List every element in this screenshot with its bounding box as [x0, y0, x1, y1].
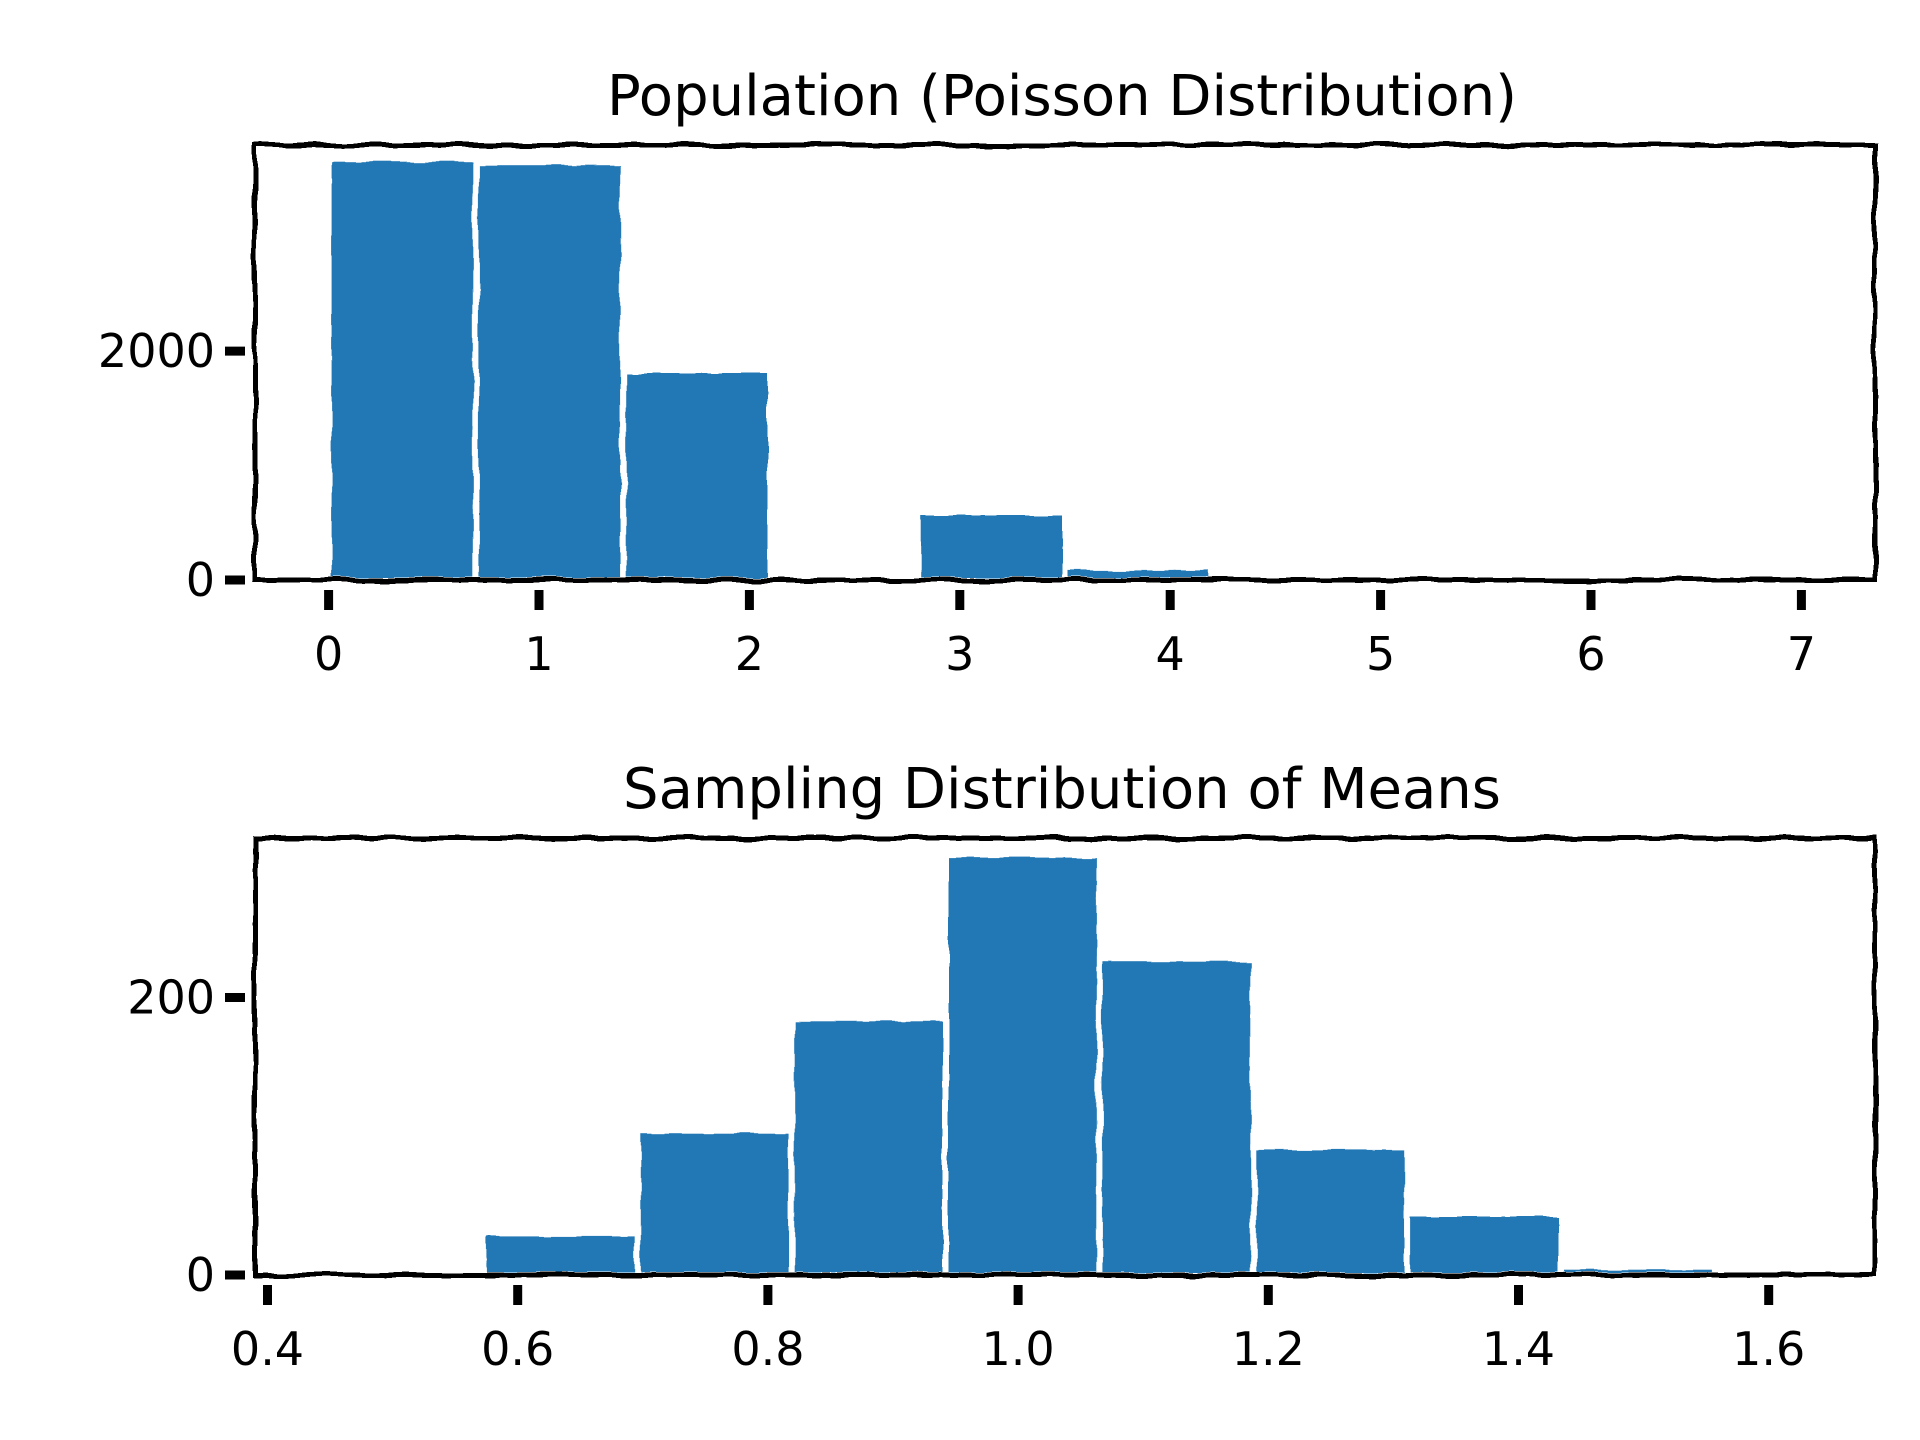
x-axis: 0.4 0.6 0.8 1.0 1.2 1.4 1.6 — [231, 1285, 1805, 1376]
histogram-bar — [1096, 955, 1257, 1278]
x-tick-label: 1.6 — [1732, 1322, 1805, 1376]
x-tick-label: 6 — [1576, 627, 1605, 681]
x-tick-label: 4 — [1156, 627, 1185, 681]
chart-title: Sampling Distribution of Means — [623, 757, 1501, 822]
histogram-bar — [788, 1015, 949, 1278]
x-tick-label: 1 — [524, 627, 553, 681]
bars-layer — [480, 851, 1718, 1279]
x-tick-label: 0.8 — [731, 1322, 804, 1376]
x-tick-label: 0.4 — [231, 1322, 304, 1376]
chart-title: Population (Poisson Distribution) — [607, 64, 1517, 129]
histogram-bar — [1250, 1144, 1411, 1279]
x-axis: 0 1 2 3 4 5 6 7 — [314, 590, 1816, 681]
y-axis: 0 200 — [127, 971, 245, 1302]
x-tick-label: 1.2 — [1232, 1322, 1305, 1376]
y-tick-label: 2000 — [98, 324, 215, 378]
x-tick-label: 1.0 — [982, 1322, 1055, 1376]
histogram-bar — [325, 155, 479, 583]
x-tick-label: 5 — [1366, 627, 1395, 681]
histogram-bar — [942, 851, 1103, 1278]
x-tick-label: 0.6 — [481, 1322, 554, 1376]
histogram-bar — [472, 159, 627, 583]
chart-sampling-means: Sampling Distribution of Means 0.4 0.6 0.8… — [127, 757, 1878, 1376]
x-tick-label: 2 — [735, 627, 764, 681]
histogram-bar — [620, 367, 774, 583]
bars-layer — [325, 155, 1216, 584]
y-tick-label: 0 — [186, 553, 215, 607]
histogram-bar — [634, 1127, 795, 1278]
x-tick-label: 7 — [1787, 627, 1816, 681]
y-axis: 0 2000 — [98, 324, 245, 607]
histogram-bar — [480, 1230, 641, 1279]
plot-frame — [252, 835, 1878, 1278]
x-tick-label: 1.4 — [1482, 1322, 1555, 1376]
chart-population: Population (Poisson Distribution) 0 1 2 3 4 5… — [98, 64, 1878, 681]
y-tick-label: 0 — [186, 1248, 215, 1302]
y-tick-label: 200 — [127, 971, 215, 1025]
histogram-bar — [1404, 1211, 1564, 1278]
histogram-bar — [914, 509, 1069, 583]
plot-frame — [252, 142, 1878, 583]
x-tick-label: 3 — [945, 627, 974, 681]
x-tick-label: 0 — [314, 627, 343, 681]
